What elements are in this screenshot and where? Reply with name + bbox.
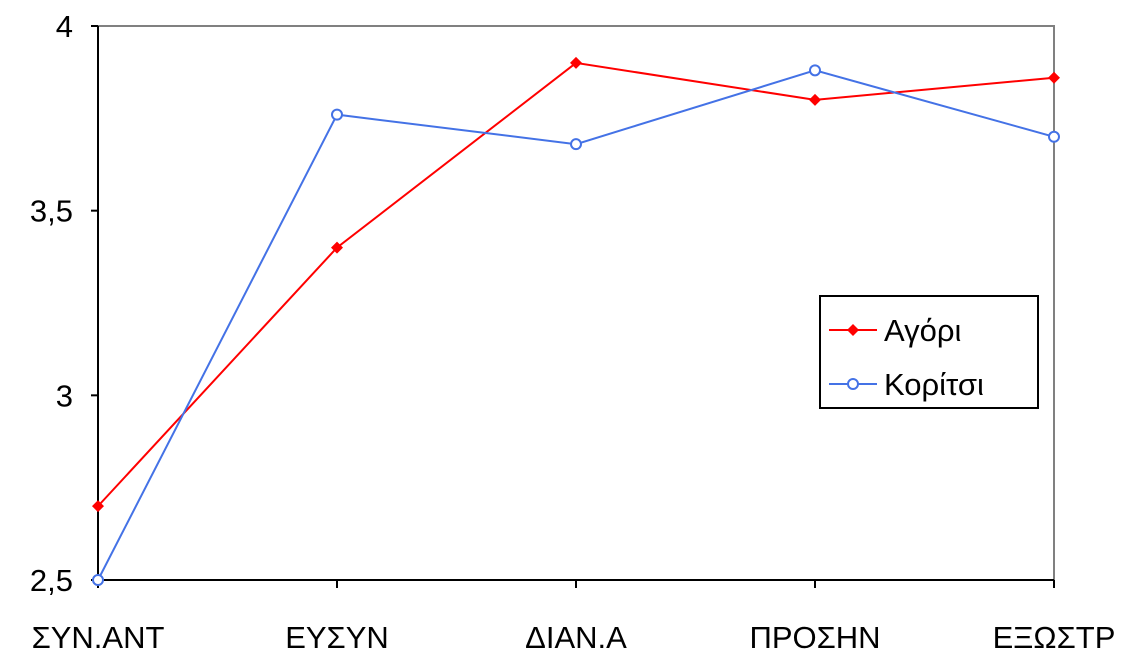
y-tick-label: 2,5 — [30, 563, 73, 598]
data-point — [1048, 71, 1060, 84]
legend-label-girls: Κορίτσι — [884, 367, 984, 402]
data-point — [809, 64, 821, 77]
legend-label-boys: Αγόρι — [884, 313, 961, 348]
axes: 2,5 3 3,5 4 ΣΥΝ.ΑΝΤ ΕΥΣΥΝ ΔΙΑΝ.Α ΠΡΟΣΗΝ ΕΞΩΣΤΡ — [30, 9, 1116, 655]
series-layer — [92, 56, 1060, 586]
y-tick-label: 3 — [56, 378, 73, 413]
data-point — [809, 93, 821, 106]
legend-marker-boys — [847, 324, 859, 336]
data-point — [570, 138, 582, 151]
data-point — [331, 108, 343, 121]
x-tick-label: ΔΙΑΝ.Α — [525, 620, 627, 655]
x-tick-label: ΣΥΝ.ΑΝΤ — [32, 620, 165, 655]
legend-box — [819, 295, 1039, 409]
y-tick-label: 4 — [56, 9, 73, 44]
data-point — [331, 241, 343, 254]
data-point — [92, 500, 104, 513]
legend: Αγόρι Κορίτσι — [819, 295, 1039, 409]
legend-marker-girls — [847, 378, 859, 390]
data-point — [570, 56, 582, 69]
data-point — [1048, 130, 1060, 143]
data-point — [92, 574, 104, 586]
x-tick-label: ΕΥΣΥΝ — [285, 620, 389, 655]
y-tick-label: 3,5 — [30, 194, 73, 229]
x-tick-label: ΠΡΟΣΗΝ — [749, 620, 880, 655]
x-tick-label: ΕΞΩΣΤΡ — [993, 620, 1116, 655]
